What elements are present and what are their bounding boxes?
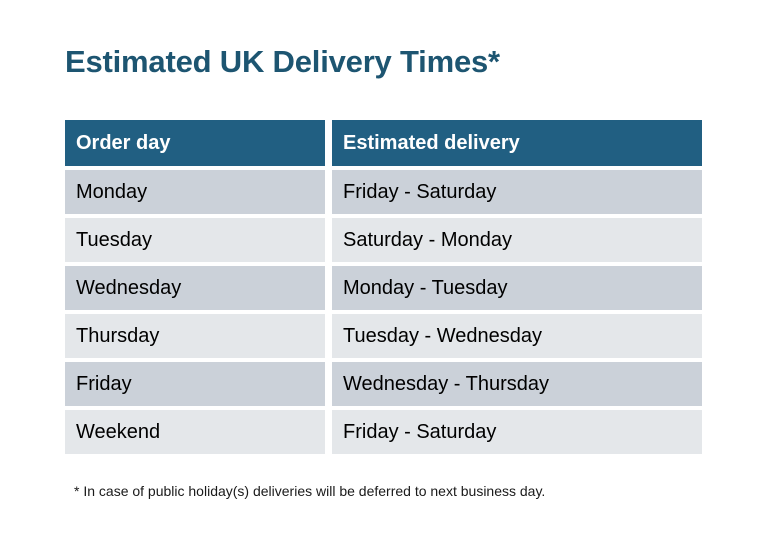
cell-order-day: Wednesday	[65, 266, 325, 310]
column-header-order-day: Order day	[65, 120, 325, 166]
cell-estimated-delivery: Monday - Tuesday	[332, 266, 702, 310]
cell-estimated-delivery: Wednesday - Thursday	[332, 362, 702, 406]
table-row: Monday Friday - Saturday	[65, 170, 702, 214]
table-row: Tuesday Saturday - Monday	[65, 218, 702, 262]
cell-order-day: Weekend	[65, 410, 325, 454]
cell-order-day: Monday	[65, 170, 325, 214]
page-title: Estimated UK Delivery Times*	[65, 44, 500, 79]
cell-estimated-delivery: Friday - Saturday	[332, 410, 702, 454]
table-row: Wednesday Monday - Tuesday	[65, 266, 702, 310]
cell-estimated-delivery: Friday - Saturday	[332, 170, 702, 214]
footnote-text: * In case of public holiday(s) deliverie…	[74, 483, 546, 499]
table-row: Weekend Friday - Saturday	[65, 410, 702, 454]
cell-order-day: Thursday	[65, 314, 325, 358]
table-header-row: Order day Estimated delivery	[65, 120, 702, 166]
cell-order-day: Tuesday	[65, 218, 325, 262]
cell-estimated-delivery: Tuesday - Wednesday	[332, 314, 702, 358]
table-row: Friday Wednesday - Thursday	[65, 362, 702, 406]
table-row: Thursday Tuesday - Wednesday	[65, 314, 702, 358]
cell-order-day: Friday	[65, 362, 325, 406]
delivery-times-table: Order day Estimated delivery Monday Frid…	[65, 120, 702, 454]
cell-estimated-delivery: Saturday - Monday	[332, 218, 702, 262]
column-header-estimated-delivery: Estimated delivery	[332, 120, 702, 166]
